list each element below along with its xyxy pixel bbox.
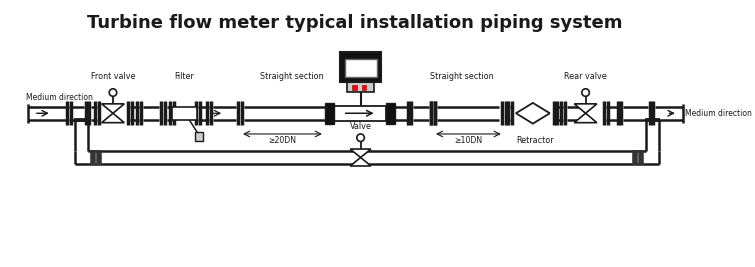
Bar (334, 106, 386, 121)
Polygon shape (350, 149, 371, 158)
Bar (325, 103, 334, 124)
Text: Valve: Valve (350, 122, 371, 131)
Circle shape (582, 89, 590, 96)
Text: Medium direction: Medium direction (686, 109, 752, 118)
Text: Rear valve: Rear valve (564, 72, 607, 81)
Bar (344, 59, 377, 77)
Polygon shape (575, 113, 597, 123)
Text: Straight section: Straight section (430, 72, 493, 81)
Bar (172, 107, 197, 120)
Text: Turbine flow meter typical installation piping system: Turbine flow meter typical installation … (87, 14, 623, 32)
Polygon shape (102, 104, 125, 113)
Polygon shape (102, 113, 125, 123)
Text: ≥10DN: ≥10DN (454, 136, 482, 145)
Bar (352, 85, 357, 90)
Text: Filter: Filter (174, 72, 195, 81)
Bar (347, 82, 374, 92)
Bar (195, 132, 203, 140)
Bar (340, 52, 381, 82)
Text: ≥20DN: ≥20DN (269, 136, 297, 145)
Text: Straight section: Straight section (260, 72, 324, 81)
Bar (386, 103, 396, 124)
Bar (362, 85, 366, 90)
Polygon shape (516, 103, 550, 124)
Polygon shape (575, 104, 597, 113)
Text: Retractor: Retractor (516, 136, 553, 145)
Polygon shape (350, 158, 371, 166)
Text: Front valve: Front valve (91, 72, 135, 81)
Circle shape (357, 134, 365, 142)
Text: Medium direction: Medium direction (26, 93, 93, 102)
Circle shape (109, 89, 117, 96)
